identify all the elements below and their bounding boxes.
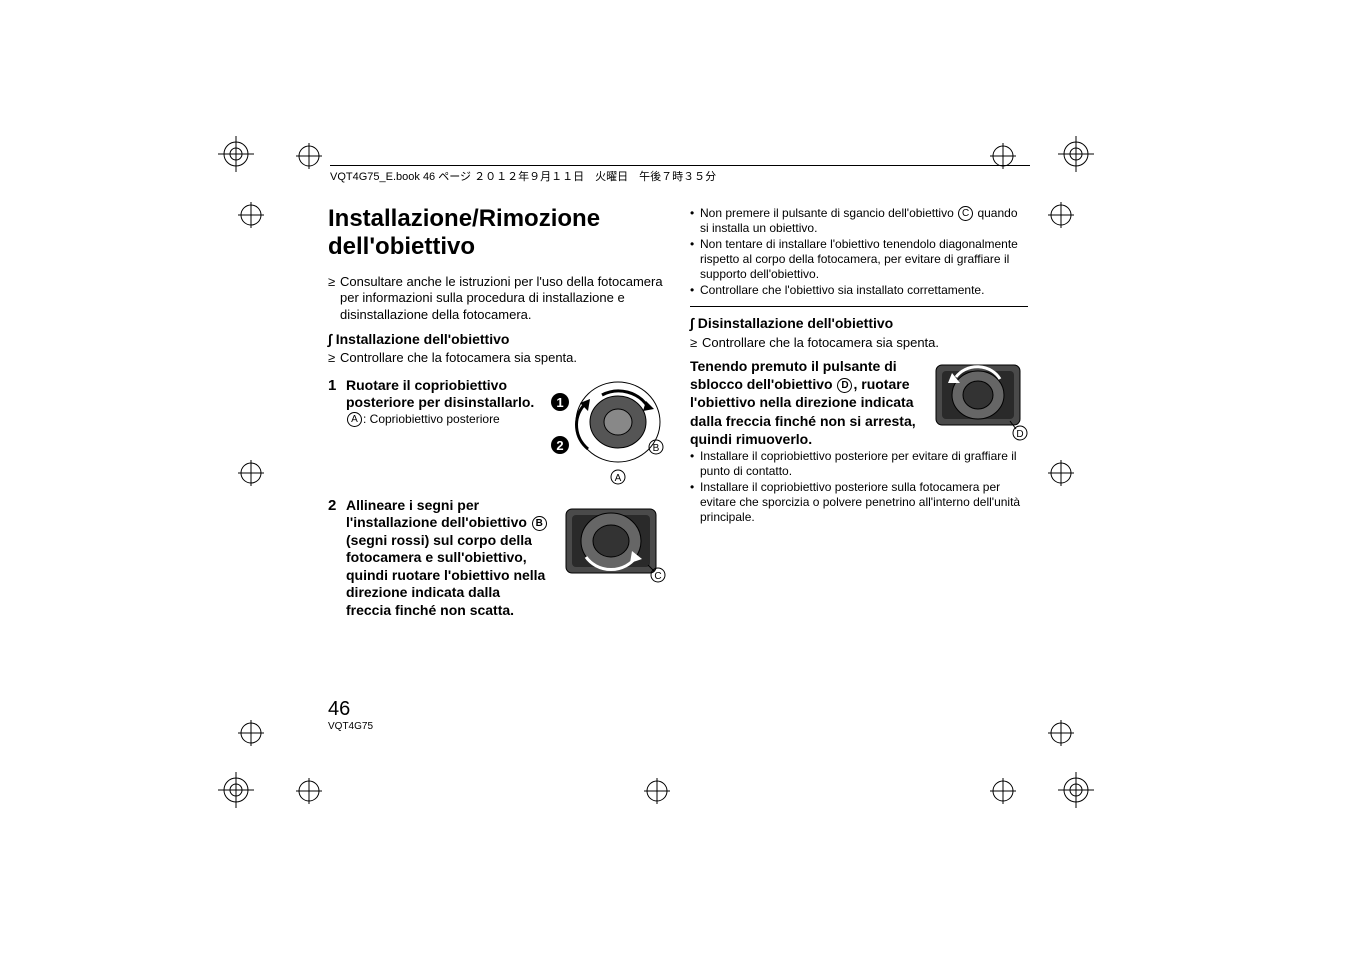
right-bullet-1: • Non premere il pulsante di sgancio del… <box>690 206 1028 236</box>
sec2-bullet-2: • Installare il copriobiettivo posterior… <box>690 480 1028 525</box>
step-2: 2 Allineare i segni per l'installazione … <box>328 497 666 620</box>
reg-mark-icon <box>1058 772 1094 808</box>
page-title: Installazione/Rimozione dell'obiettivo <box>328 205 666 260</box>
svg-text:C: C <box>654 571 661 582</box>
uninstall-note: ≥ Controllare che la fotocamera sia spen… <box>690 335 1028 351</box>
crosshair-icon <box>1048 202 1074 228</box>
uninstall-instr: Tenendo premuto il pulsante di sblocco d… <box>690 357 922 448</box>
intro-text: Consultare anche le istruzioni per l'uso… <box>340 274 666 323</box>
right-bullet-2: • Non tentare di installare l'obiettivo … <box>690 237 1028 282</box>
divider <box>690 306 1028 307</box>
page-number: 46 <box>328 698 373 721</box>
crosshair-icon <box>990 778 1016 804</box>
crosshair-icon <box>296 143 322 169</box>
header-text: VQT4G75_E.book 46 ページ ２０１２年９月１１日 火曜日 午後７… <box>330 171 716 183</box>
crosshair-icon <box>1048 460 1074 486</box>
svg-text:2: 2 <box>556 438 563 453</box>
svg-text:A: A <box>615 473 622 484</box>
lens-cap-diagram: 1 2 B A <box>548 377 666 487</box>
crosshair-icon <box>238 460 264 486</box>
right-bullet-3: • Controllare che l'obiettivo sia instal… <box>690 283 1028 298</box>
install-note: ≥ Controllare che la fotocamera sia spen… <box>328 350 666 366</box>
section-install-head: Installazione dell'obiettivo <box>328 331 666 349</box>
section-uninstall-head: Disinstallazione dell'obiettivo <box>690 315 1028 333</box>
reg-mark-icon <box>218 772 254 808</box>
intro-bullet: ≥ Consultare anche le istruzioni per l'u… <box>328 274 666 323</box>
crosshair-icon <box>1048 720 1074 746</box>
sec2-bullet-1: • Installare il copriobiettivo posterior… <box>690 449 1028 479</box>
page-footer: 46 VQT4G75 <box>328 698 373 732</box>
doc-code: VQT4G75 <box>328 721 373 732</box>
step1-text: Ruotare il copriobiettivo posteriore per… <box>346 377 540 412</box>
page-header: VQT4G75_E.book 46 ページ ２０１２年９月１１日 火曜日 午後７… <box>330 165 1030 184</box>
camera-attach-diagram: C <box>556 497 666 587</box>
reg-mark-icon <box>1058 136 1094 172</box>
crosshair-icon <box>296 778 322 804</box>
step-1: 1 Ruotare il copriobiettivo posteriore p… <box>328 377 666 487</box>
crosshair-icon <box>238 720 264 746</box>
svg-text:B: B <box>653 443 660 454</box>
crosshair-icon <box>238 202 264 228</box>
camera-detach-diagram: D <box>930 357 1028 447</box>
step2-text: Allineare i segni per l'installazione de… <box>346 497 548 620</box>
reg-mark-icon <box>218 136 254 172</box>
svg-text:1: 1 <box>556 395 563 410</box>
svg-text:D: D <box>1016 429 1023 440</box>
right-column: • Non premere il pulsante di sgancio del… <box>690 205 1028 623</box>
left-column: Installazione/Rimozione dell'obiettivo ≥… <box>328 205 666 623</box>
step1-note: A: Copriobiettivo posteriore <box>346 412 540 427</box>
crosshair-icon <box>644 778 670 804</box>
